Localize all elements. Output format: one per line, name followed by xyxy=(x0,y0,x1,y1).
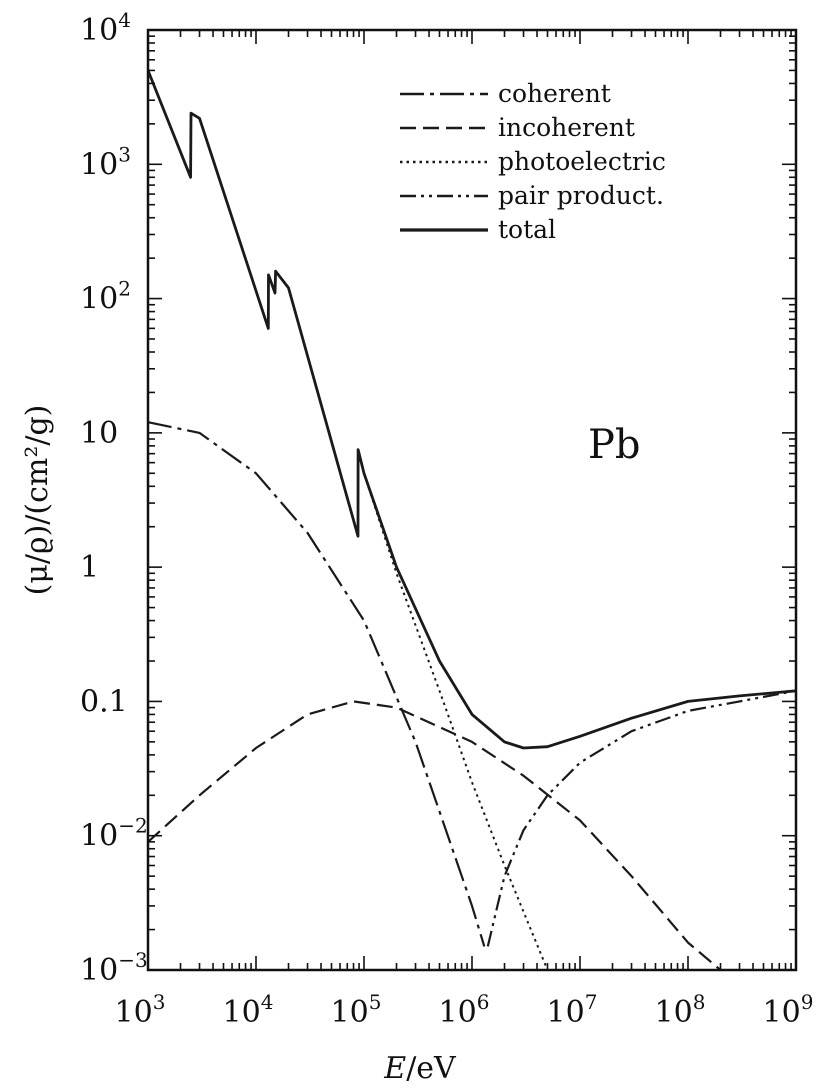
series-layer xyxy=(146,69,797,971)
series-photoelectric xyxy=(147,70,549,971)
y-tick-label: 10−2 xyxy=(80,814,148,854)
x-tick-labels: 103 104 105 106 107 108 109 xyxy=(115,990,814,1030)
y-tick-label: 1 xyxy=(80,550,99,585)
legend-label: total xyxy=(498,215,556,244)
y-ticks xyxy=(148,29,796,971)
x-axis-title: E/eV xyxy=(383,1051,457,1086)
x-tick-label: 105 xyxy=(331,990,382,1030)
legend-label: incoherent xyxy=(498,113,635,142)
y-tick-label: 104 xyxy=(80,8,131,48)
x-ticks xyxy=(147,30,797,970)
legend-label: photoelectric xyxy=(498,147,666,176)
x-tick-label: 106 xyxy=(439,990,490,1030)
series-pair-product xyxy=(486,689,797,947)
y-tick-label: 10 xyxy=(80,416,118,451)
y-tick-label: 103 xyxy=(80,142,131,182)
y-tick-label: 102 xyxy=(80,277,131,317)
x-axis-unit: /eV xyxy=(406,1051,457,1086)
x-tick-label: 107 xyxy=(547,990,598,1030)
y-tick-labels: 10−3 10−2 0.1 1 10 102 103 104 xyxy=(80,8,148,988)
legend: coherent incoherent photoelectric pair prod… xyxy=(400,79,666,244)
legend-label: coherent xyxy=(498,79,611,108)
element-annotation: Pb xyxy=(588,422,641,468)
legend-label: pair product. xyxy=(498,181,664,210)
x-tick-label: 109 xyxy=(763,990,814,1030)
x-tick-label: 103 xyxy=(115,990,166,1030)
series-coherent xyxy=(147,421,486,947)
x-tick-label: 108 xyxy=(655,990,706,1030)
y-axis-title: (μ/ϱ)/(cm²/g) xyxy=(20,405,55,596)
series-incoherent xyxy=(147,700,722,971)
plot-frame xyxy=(146,28,798,972)
y-tick-label: 10−3 xyxy=(80,948,148,988)
y-tick-label: 0.1 xyxy=(80,684,128,719)
x-tick-label: 104 xyxy=(223,990,274,1030)
series-total xyxy=(146,69,797,750)
x-axis-variable: E xyxy=(383,1051,406,1086)
